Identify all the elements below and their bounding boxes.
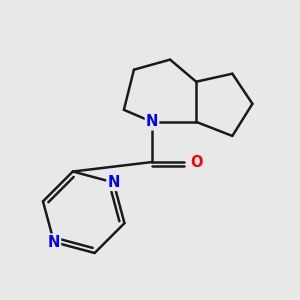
Text: N: N [146,114,158,129]
Text: N: N [48,235,60,250]
Text: O: O [190,154,203,169]
Text: N: N [107,175,120,190]
